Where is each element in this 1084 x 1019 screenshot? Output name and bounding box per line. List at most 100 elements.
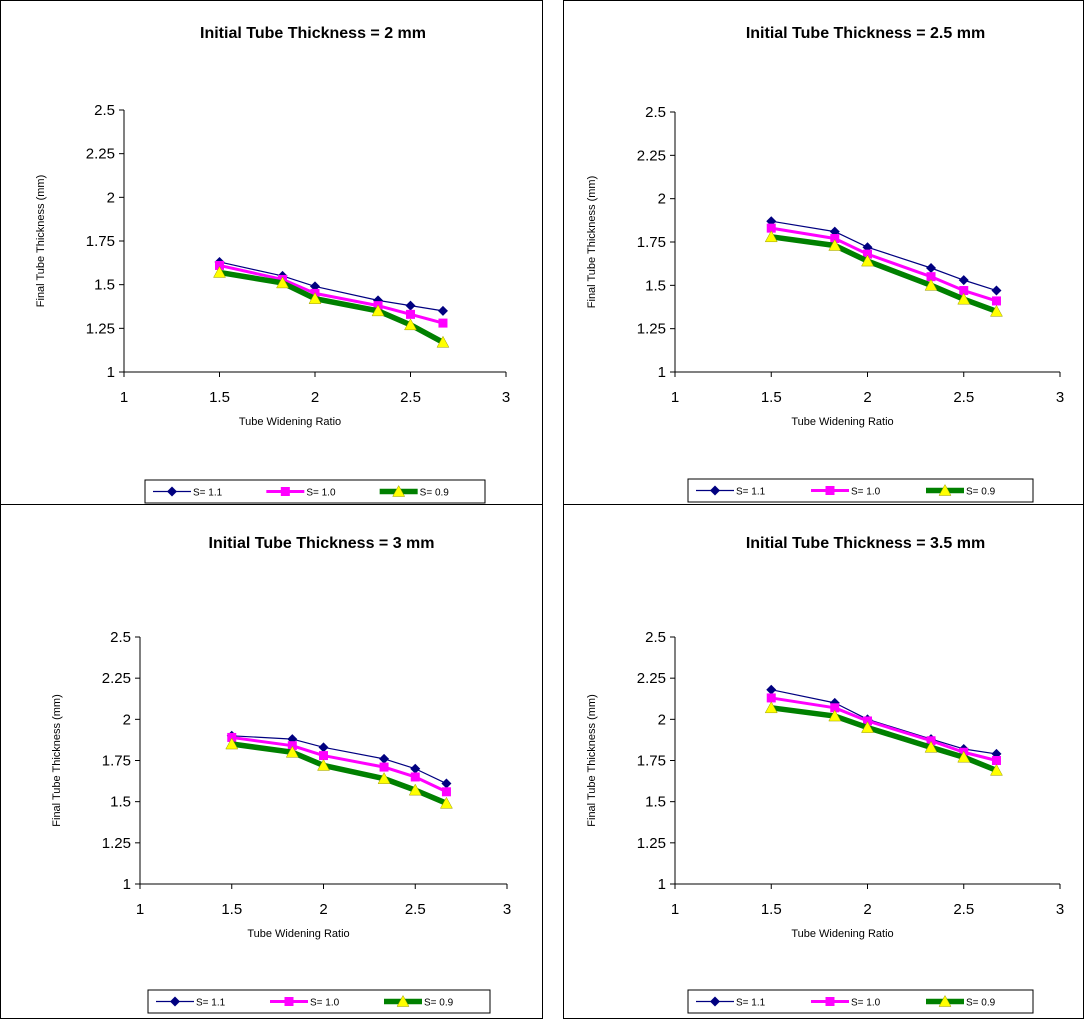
chart-2-series-2-point: [285, 745, 299, 758]
chart-1-legend-label: S= 1.0: [851, 487, 881, 498]
chart-2-series-1: [227, 732, 451, 797]
chart-2-series-1-line: [231, 735, 448, 794]
chart-0-series-2-point: [371, 304, 385, 317]
chart-3-y-tick-label: 1.25: [637, 835, 666, 852]
chart-1-y-label: Final Tube Thickness (mm): [586, 176, 598, 308]
chart-1-series-2-point: [924, 278, 938, 291]
chart-0-legend-swatch-marker: [280, 487, 290, 496]
chart-3-legend-label: S= 0.9: [966, 998, 996, 1009]
chart-0-series-2-point: [308, 292, 322, 304]
chart-1-series-0-line: [771, 220, 997, 292]
chart-0-series-0-line: [219, 261, 444, 312]
chart-1-series-1-point: [863, 249, 872, 259]
chart-3-series-2-point: [861, 721, 874, 733]
chart-2-series-1-point: [319, 751, 328, 761]
chart-3-y-tick-label: 2.5: [645, 629, 666, 646]
chart-1-legend-box: [687, 478, 1034, 503]
chart-3-y-tick-label: 2.25: [637, 670, 666, 687]
chart-2-x-tick-label: 2.5: [405, 901, 426, 918]
chart-3-series-2-point: [957, 750, 971, 763]
chart-2-y-tick-label: 1.5: [110, 794, 131, 811]
chart-3-legend-label: S= 1.1: [736, 998, 766, 1009]
chart-1-series-1-point: [766, 223, 776, 233]
chart-0-legend-label: S= 1.0: [306, 488, 336, 499]
chart-0-title: Initial Tube Thickness = 2 mm: [200, 25, 426, 42]
chart-0-legend-swatch-marker: [392, 484, 406, 497]
chart-1-series-0-point: [958, 275, 969, 286]
chart-0-series-2-line: [219, 269, 445, 345]
chart-2-legend-label: S= 1.1: [196, 998, 226, 1009]
chart-2-legend-swatch-marker: [170, 996, 180, 1007]
chart-3-series-2-point: [924, 740, 938, 753]
chart-1-series-0: [766, 216, 1002, 296]
chart-2-series-0-point: [318, 742, 329, 753]
chart-1-series-1-line: [771, 226, 997, 303]
chart-svg-2: Initial Tube Thickness = 3 mm 1 1.25 1.5 1.7…: [51, 535, 511, 1014]
chart-3-title: Initial Tube Thickness = 3.5 mm: [746, 535, 985, 552]
chart-1-series-1-point: [830, 234, 840, 244]
chart-2-title: Initial Tube Thickness = 3 mm: [209, 535, 435, 552]
chart-1-legend-swatch-marker: [938, 483, 952, 496]
chart-1-x-tick-label: 1.5: [761, 389, 782, 406]
chart-panel-3: Initial Tube Thickness = 3.5 mm 1 1.25 1.5 1…: [563, 504, 1084, 1019]
chart-1-series-2-point: [957, 292, 971, 305]
chart-0-legend-swatch-marker: [167, 486, 177, 497]
chart-2-series-1-point: [227, 732, 237, 742]
chart-panel-1: Initial Tube Thickness = 2.5 mm 1 1.25 1.5 1…: [563, 0, 1084, 515]
chart-1-x-tick-label: 2: [863, 389, 871, 406]
chart-2-legend-label: S= 0.9: [424, 998, 454, 1009]
chart-2-y-tick-label: 2.25: [102, 670, 131, 687]
chart-3-legend-swatch-marker: [825, 997, 835, 1006]
chart-0-x-tick-label: 3: [502, 389, 510, 406]
chart-3-x-tick-label: 2: [863, 901, 871, 918]
chart-0-legend: S= 1.1 S= 1.0 S= 0.9: [144, 479, 486, 504]
chart-3-x-tick-label: 1: [671, 901, 679, 918]
chart-1-y-tick-label: 2.5: [645, 104, 666, 121]
chart-2-x-tick-label: 1: [136, 901, 144, 918]
chart-3-series-2-point: [764, 701, 778, 714]
chart-3-series-1-point: [863, 716, 872, 726]
chart-0-series-2-point: [276, 276, 289, 289]
chart-3-legend-box: [687, 989, 1034, 1014]
chart-svg-1: Initial Tube Thickness = 2.5 mm 1 1.25 1.5 1…: [586, 25, 1064, 503]
chart-2-x-tick-label: 1.5: [221, 901, 242, 918]
chart-3-series-2: [764, 701, 1003, 776]
chart-0-series-1: [215, 260, 448, 328]
chart-1-y-tick-label: 1.25: [637, 321, 666, 338]
chart-2-series-2-line: [231, 741, 448, 806]
chart-1-series-1-point: [991, 296, 1001, 306]
chart-0-legend-label: S= 0.9: [420, 488, 450, 499]
chart-0-y-tick-label: 1.25: [86, 320, 115, 337]
chart-1-legend: S= 1.1 S= 1.0 S= 0.9: [687, 478, 1034, 503]
chart-0-series-0-point: [437, 305, 448, 316]
chart-0-x-tick-label: 2: [311, 389, 319, 406]
chart-1-series-1: [766, 223, 1001, 306]
chart-1-series-2-point: [861, 254, 874, 267]
chart-0-series-2: [213, 265, 450, 348]
chart-0-x-tick-label: 2.5: [400, 389, 421, 406]
chart-2-series-2-point: [440, 796, 453, 809]
chart-2-series-0-point: [441, 778, 452, 789]
chart-2-y-tick-label: 2: [123, 711, 131, 728]
chart-0-y-tick-label: 2.5: [94, 102, 115, 119]
chart-0-series-2-point: [436, 335, 450, 348]
chart-2-y-tick-label: 2.5: [110, 629, 131, 646]
chart-1-legend-swatch-marker: [825, 486, 835, 495]
chart-2-series-2-point: [317, 758, 330, 771]
chart-svg-0: Initial Tube Thickness = 2 mm 1 1.25 1.5 1.7…: [35, 25, 510, 504]
chart-2-legend-box: [147, 989, 491, 1014]
chart-3-series-2-line: [770, 705, 998, 773]
chart-0-x-tick-label: 1: [120, 389, 128, 406]
chart-3-legend-swatch-marker: [938, 994, 952, 1007]
chart-2-legend-swatch-marker: [284, 997, 294, 1006]
chart-2-x-tick-label: 3: [503, 901, 511, 918]
chart-0-series-1-point: [406, 309, 415, 319]
chart-2-series-0-point: [410, 763, 421, 774]
chart-2-y-tick-label: 1: [123, 876, 131, 893]
chart-2-series-1-point: [410, 772, 420, 782]
chart-0-series-0-point: [405, 300, 416, 311]
chart-1-y-tick-label: 2.25: [637, 147, 666, 164]
chart-2-y-label: Final Tube Thickness (mm): [51, 694, 63, 826]
chart-2-series-2-point: [408, 783, 422, 796]
chart-1-y-tick-label: 2: [658, 191, 666, 208]
